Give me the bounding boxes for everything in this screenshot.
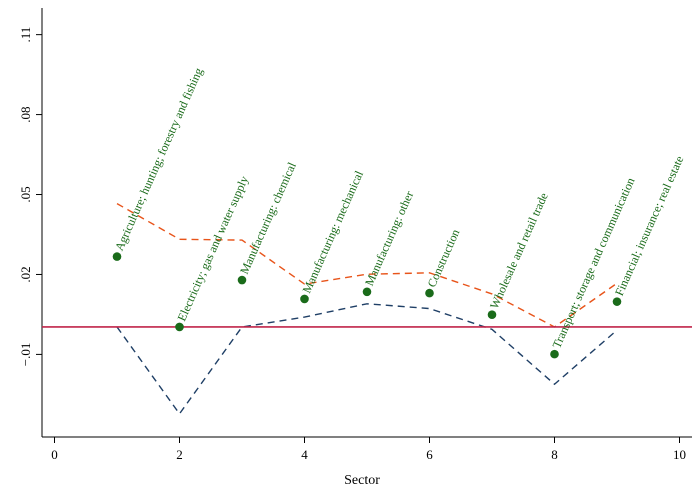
y-tick-label: .11 <box>18 27 33 43</box>
data-point <box>550 349 559 359</box>
data-point <box>362 287 372 297</box>
point-label: Manufacturing: chemical <box>237 159 299 276</box>
data-point <box>487 310 497 319</box>
data-point <box>300 294 309 304</box>
x-tick-label: 2 <box>176 447 183 462</box>
y-tick-label: .05 <box>18 186 33 202</box>
data-point <box>175 322 184 332</box>
point-label: Financial; insurance; real estate <box>612 154 686 298</box>
x-tick-label: 8 <box>551 447 558 462</box>
dashed-line-1 <box>116 202 618 328</box>
point-labels: Agriculture; hunting; forestry and fishi… <box>112 66 686 351</box>
data-point <box>237 275 247 285</box>
x-tick-label: 6 <box>426 447 433 462</box>
point-label: Manufacturing: mechanical <box>299 168 366 295</box>
axes: 0 2 4 6 8 10 −.01 .02 .05 .08 .11 <box>18 8 692 462</box>
point-label: Wholesale and retail trade <box>487 190 551 310</box>
dashed-line-2 <box>116 303 618 416</box>
x-axis-title: Sector <box>344 473 380 488</box>
x-tick-label: 4 <box>301 447 308 462</box>
data-point <box>112 252 122 261</box>
data-point <box>612 297 622 306</box>
point-label: Agriculture; hunting; forestry and fishi… <box>112 66 206 253</box>
y-tick-label: .08 <box>18 106 33 122</box>
point-label: Electricity; gas and water supply <box>174 174 251 323</box>
y-tick-label: .02 <box>18 266 33 282</box>
x-tick-label: 0 <box>51 447 58 462</box>
data-point <box>425 288 434 298</box>
series-lines <box>42 202 692 416</box>
x-tick-label: 10 <box>673 447 686 462</box>
point-label: Construction <box>424 227 462 289</box>
y-tick-label: −.01 <box>18 343 33 367</box>
data-points <box>112 252 622 359</box>
